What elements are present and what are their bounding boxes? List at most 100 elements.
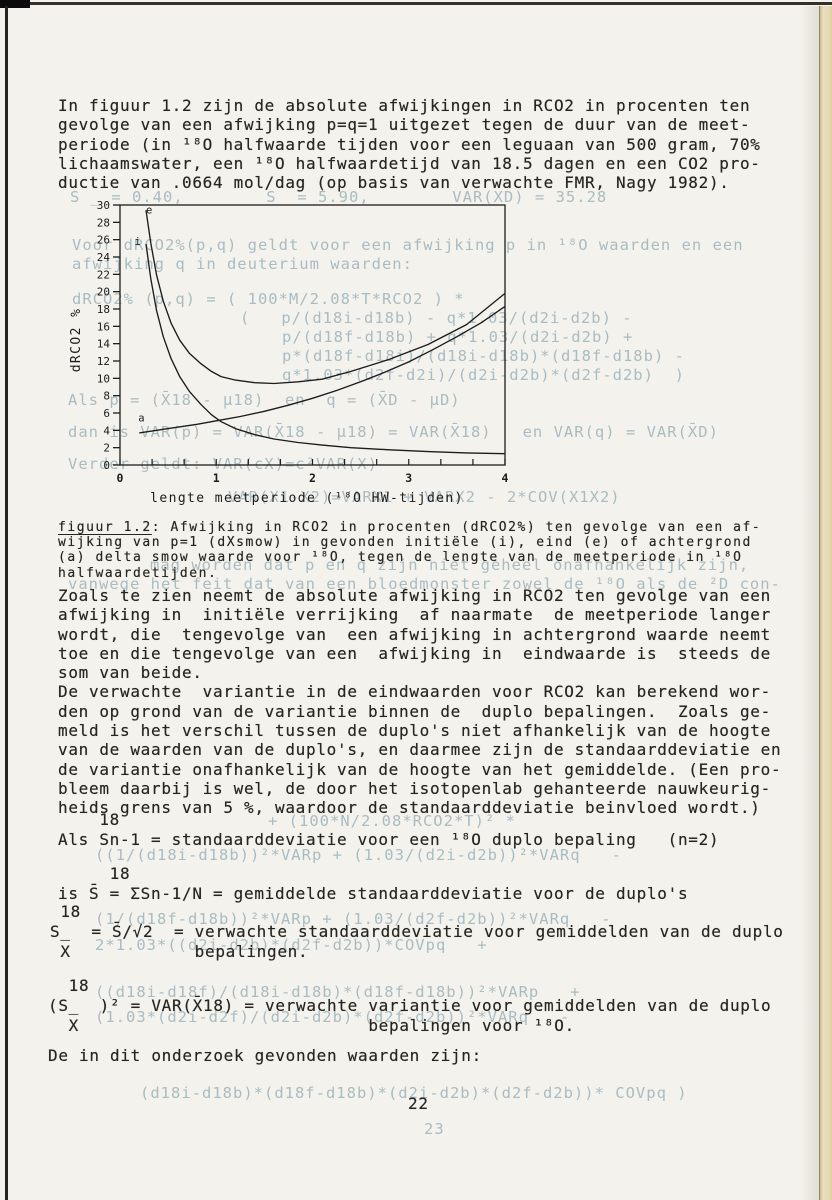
series-e xyxy=(145,210,506,385)
y-tick-label: 18 xyxy=(97,303,110,316)
series-i xyxy=(145,243,506,455)
ghost-text-line: + (100*N/2.08*RCO2*T)² * xyxy=(268,812,516,830)
figure-caption-line: (a) delta smow waarde voor ¹⁸O, tegen de… xyxy=(58,550,743,566)
body-paragraph-line: meld is het verschil tussen de duplo's n… xyxy=(58,721,771,741)
ghost-text-line: mag worden dat p en q zijn niet geheel o… xyxy=(150,556,750,574)
formula-var: 18 (S_ )² = VAR(X̄18) = verwachte variant… xyxy=(48,976,771,1036)
ghost-text-line: q*1.03*(d2f-d2i)/(d2i-d2b)*(d2f-d2b) ) xyxy=(282,366,685,384)
y-tick-label: 20 xyxy=(97,286,110,299)
ghost-text-line: ((1/(d18i-d18b))²*VARp + (1.03/(d2i-d2b)… xyxy=(95,846,622,864)
figure-caption-text: : Afwijking in RCO2 in procenten (dRCO2%… xyxy=(151,520,762,535)
closing-line: De in dit onderzoek gevonden waarden zij… xyxy=(48,1046,482,1065)
intro-paragraph-line: In figuur 1.2 zijn de absolute afwijking… xyxy=(58,96,751,115)
y-tick-label: 10 xyxy=(97,372,110,385)
body-paragraph-line: den op grond van de variantie binnen de … xyxy=(58,701,771,721)
body-paragraph-line: van de waarden van de duplo's, en daarme… xyxy=(58,740,782,760)
x-tick-label: 4 xyxy=(502,471,509,485)
body-paragraph: Zoals te zien neemt de absolute afwijkin… xyxy=(58,586,781,818)
formula-smean-line: 18 xyxy=(58,864,131,883)
ghost-text-line: 2*1.03*((d2i-d2b)*(d2f-d2b))*COVpq + xyxy=(95,936,488,954)
formula-var-line: (S_ )² = VAR(X̄18) = verwachte variantie… xyxy=(48,996,772,1015)
formula-sn-line: Als Sn-1 = standaarddeviatie voor een ¹⁸… xyxy=(58,830,720,849)
ghost-text-line: S _ = 0.40, S = 5.90, VAR(XD) = 35.28 xyxy=(70,188,608,206)
page-number-line: 22 xyxy=(408,1094,429,1113)
formula-sn: 18 Als Sn-1 = standaarddeviatie voor een … xyxy=(58,810,719,850)
formula-sx-line: S_ = S̄/√2 = verwachte standaarddeviatie… xyxy=(50,922,784,941)
x-axis-title: lengte meetperiode (¹⁸O HW-tijden) xyxy=(150,491,464,506)
intro-paragraph: In figuur 1.2 zijn de absolute afwijking… xyxy=(58,96,761,192)
intro-paragraph-line: lichaamswater, een ¹⁸O halfwaardetijd va… xyxy=(58,153,761,173)
x-tick-label: 1 xyxy=(213,471,220,485)
ghost-text-line: dan is VAR(p) = VAR(X̄18 - μ18) = VAR(X̄… xyxy=(68,423,719,441)
figure-caption-label: figuur 1.2 xyxy=(58,520,152,535)
y-tick-label: 0 xyxy=(103,459,110,472)
intro-paragraph-line: periode (in ¹⁸O halfwaarde tijden voor e… xyxy=(58,134,761,154)
scan-top-edge xyxy=(0,2,832,5)
x-tick-label: 2 xyxy=(309,471,316,485)
y-tick-label: 30 xyxy=(97,199,110,212)
body-paragraph-line: De verwachte variantie in de eindwaarden… xyxy=(58,682,771,702)
page-edge-strip xyxy=(819,6,832,1200)
formula-sx-line: X bepalingen. xyxy=(50,942,309,961)
closing-line-line: De in dit onderzoek gevonden waarden zij… xyxy=(48,1046,482,1065)
y-tick-label: 8 xyxy=(103,390,110,403)
formula-smean: 18 is S̄ = ΣSn-1/N = gemiddelde standaard… xyxy=(58,864,688,904)
intro-paragraph-line: ductie van .0664 mol/dag (op basis van v… xyxy=(58,173,730,193)
ghost-text-line: afwijking q in deuterium waarden: xyxy=(72,255,413,273)
y-tick-label: 12 xyxy=(97,355,110,368)
intro-paragraph-line: gevolge van een afwijking p=q=1 uitgezet… xyxy=(58,115,751,135)
body-paragraph-line: som van beide. xyxy=(58,663,203,683)
series-label-e: e xyxy=(146,205,152,217)
y-tick-label: 26 xyxy=(97,234,110,247)
body-paragraph-line: bleem daarbij is wel, de door het isotop… xyxy=(58,778,771,798)
body-paragraph-line: wordt, die tengevolge van een afwijking … xyxy=(58,624,771,644)
ghost-text-line: (1.03*(d2i-d2f)/(d2i-d2b)*(d2f-d2b))²*VA… xyxy=(95,1008,571,1026)
ghost-text-line: Als p = (X̄18 - μ18) en q = (X̄D - μD) xyxy=(68,391,461,409)
formula-sn-line: 18 xyxy=(58,810,120,829)
formula-var-line: 18 xyxy=(48,976,90,995)
body-paragraph-line: Zoals te zien neemt de absolute afwijkin… xyxy=(58,586,771,605)
y-tick-label: 4 xyxy=(103,424,110,437)
formula-var-line: X bepalingen voor ¹⁸O. xyxy=(48,1016,575,1035)
ghost-text-line: dRCO2% (p,q) = ( 100*M/2.08*T*RCO2 ) * xyxy=(72,290,465,308)
y-tick-label: 22 xyxy=(97,268,110,281)
figure-caption: figuur 1.2: Afwijking in RCO2 in procent… xyxy=(58,520,761,581)
ghost-text-line: vanwege het feit dat van een bloedmonste… xyxy=(68,575,781,593)
formula-sx: 18 S_ = S̄/√2 = verwachte standaarddeviat… xyxy=(50,902,784,962)
formula-sx-line: 18 xyxy=(50,902,81,921)
ghost-text-line: (1/(d18f-d18b))²*VARp + (1.03/(d2f-d2b))… xyxy=(95,910,612,928)
ghost-text-line: VAR(X1-X2)=VARX1 + VARX2 - 2*COV(X1X2) xyxy=(228,488,621,506)
ghost-text-line: p*(d18f-d18i)/(d18i-d18b)*(d18f-d18b) - xyxy=(282,347,685,365)
body-paragraph-line: heids grens van 5 %, waardoor de standaa… xyxy=(58,798,761,818)
ghost-text-line: Voor dRCO2%(p,q) geldt voor een afwijkin… xyxy=(72,236,744,254)
x-tick-label: 3 xyxy=(405,471,412,485)
body-paragraph-line: de variantie onafhankelijk van de hoogte… xyxy=(58,759,782,779)
y-tick-label: 2 xyxy=(103,442,110,455)
ghost-text-line: ( p/(d18i-d18b) - q*1.03/(d2i-d2b) - xyxy=(240,309,633,327)
y-tick-label: 16 xyxy=(97,320,110,333)
y-tick-label: 14 xyxy=(97,338,111,351)
y-tick-label: 24 xyxy=(97,251,111,264)
figure-caption-line: wijking van p=1 (dXsmow) in gevonden ini… xyxy=(58,535,752,551)
y-tick-label: 28 xyxy=(97,216,110,229)
y-tick-label: 6 xyxy=(103,407,110,420)
x-tick-label: 0 xyxy=(117,471,124,485)
page-curl-shadow xyxy=(800,6,819,1200)
series-a xyxy=(139,305,506,434)
page-number: 22 xyxy=(408,1094,429,1113)
formula-smean-line: is S̄ = ΣSn-1/N = gemiddelde standaardde… xyxy=(58,884,689,903)
figure-caption-line: halfwaardetijden. xyxy=(58,565,218,581)
series-label-i: i xyxy=(134,236,140,248)
body-paragraph-line: toe en die tengevolge van een afwijking … xyxy=(58,643,771,663)
ghost-text-line: (d18i-d18b)*(d18f-d18b)*(d2i-d2b)*(d2f-d… xyxy=(140,1084,688,1102)
scan-corner-mark xyxy=(0,0,30,8)
figure-caption-line: figuur 1.2: Afwijking in RCO2 in procent… xyxy=(58,520,761,535)
ghost-text-line: Verder geldt: VAR(cX)=c²VAR(X) xyxy=(68,455,378,473)
body-paragraph-line: afwijking in initiële verrijking af naar… xyxy=(58,605,771,625)
scan-left-edge xyxy=(5,6,8,1200)
y-axis-title: dRCO2 % xyxy=(69,308,84,373)
series-label-a: a xyxy=(138,413,144,425)
ghost-text-line: p/(d18f-d18b) + q*1.03/(d2i-d2b) + xyxy=(282,328,634,346)
